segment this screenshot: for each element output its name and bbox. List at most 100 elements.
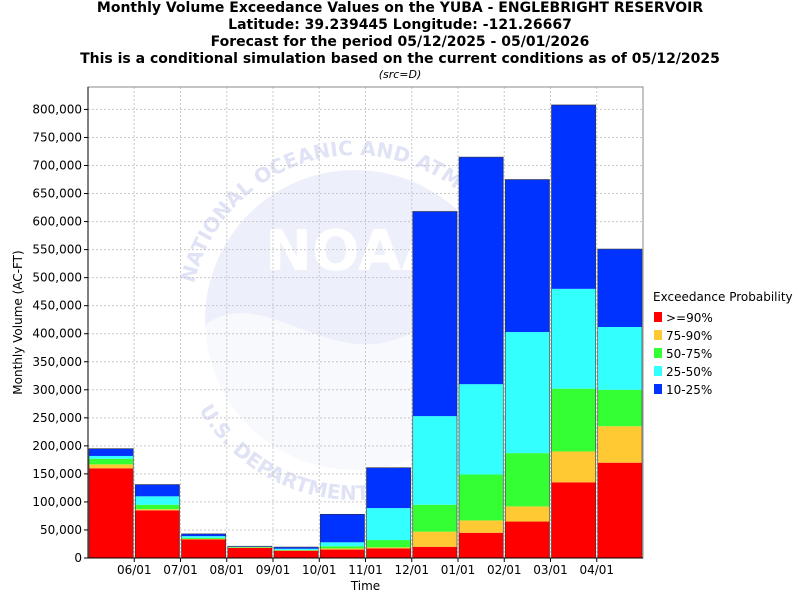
bar-segment-90-9	[505, 521, 550, 558]
y-tick-label: 650,000	[32, 187, 82, 201]
bar-segment-1025-6	[366, 467, 411, 509]
bar-segment-1025-9	[505, 179, 550, 333]
bar-segment-5075-3	[227, 547, 272, 548]
y-tick-label: 700,000	[32, 159, 82, 173]
x-tick-label: 01/01	[441, 563, 476, 577]
y-axis-label: Monthly Volume (AC-FT)	[11, 250, 25, 394]
bar-segment-5075-6	[366, 540, 411, 548]
bar-segment-2550-9	[505, 332, 550, 454]
bar-segment-5075-11	[597, 389, 642, 427]
bar-segment-7590-9	[505, 506, 550, 522]
legend-label-2: 50-75%	[666, 347, 712, 361]
bar-segment-2550-1	[135, 496, 180, 505]
chart-title-line2: Latitude: 39.239445 Longitude: -121.2666…	[228, 17, 572, 33]
bar-segment-5075-10	[551, 388, 596, 452]
x-axis-label: Time	[350, 579, 380, 593]
y-tick-label: 350,000	[32, 355, 82, 369]
bar-segment-90-3	[227, 547, 272, 558]
x-tick-label: 04/01	[579, 563, 614, 577]
bar-segment-2550-6	[366, 508, 411, 541]
legend-label-1: 75-90%	[666, 329, 712, 343]
legend-swatch-4	[654, 384, 662, 394]
bar-segment-90-7	[412, 546, 457, 558]
bar-segment-5075-1	[135, 504, 180, 510]
chart-titles: Monthly Volume Exceedance Values on the …	[0, 0, 800, 82]
legend-swatch-1	[654, 330, 662, 340]
bar-segment-2550-11	[597, 326, 642, 390]
chart-source-note: (src=D)	[378, 68, 422, 81]
bar-segment-5075-0	[89, 458, 134, 465]
bar-segment-2550-5	[320, 542, 365, 547]
y-tick-label: 300,000	[32, 383, 82, 397]
y-tick-label: 600,000	[32, 215, 82, 229]
bar-segment-1025-11	[597, 249, 642, 327]
bar-segment-7590-0	[89, 464, 134, 469]
bar-segment-2550-8	[459, 384, 504, 475]
bar-segment-5075-2	[181, 537, 226, 539]
legend-swatch-0	[654, 312, 662, 322]
bar-segment-1025-8	[459, 157, 504, 385]
x-tick-label: 06/01	[117, 563, 152, 577]
bar-segment-90-11	[597, 462, 642, 558]
x-tick-label: 10/01	[302, 563, 337, 577]
y-tick-label: 250,000	[32, 411, 82, 425]
axes: 0 50,000 100,000 150,000 200,000 250,000 300,0…	[32, 86, 644, 577]
bar-segment-7590-5	[320, 548, 365, 550]
bar-segment-5075-7	[412, 504, 457, 532]
bar-segment-90-2	[181, 539, 226, 558]
bar-segment-1025-5	[320, 514, 365, 543]
legend: Exceedance Probability >=90% 75-90% 50-75% 2…	[653, 290, 793, 397]
y-tick-label: 100,000	[32, 495, 82, 509]
bar-segment-7590-11	[597, 426, 642, 463]
x-tick-label: 07/01	[163, 563, 198, 577]
y-tick-label: 50,000	[40, 523, 82, 537]
bar-segment-90-0	[89, 468, 134, 558]
x-tick-label: 11/01	[348, 563, 383, 577]
bar-segment-1025-7	[412, 211, 457, 417]
bar-segment-5075-8	[459, 474, 504, 521]
y-tick-label: 400,000	[32, 327, 82, 341]
bar-segment-90-1	[135, 510, 180, 558]
y-tick-label: 800,000	[32, 102, 82, 116]
chart-title-line3: Forecast for the period 05/12/2025 - 05/…	[210, 34, 590, 50]
bar-segment-90-4	[274, 550, 319, 558]
bar-segment-90-6	[366, 548, 411, 558]
bar-segment-7590-10	[551, 451, 596, 483]
bar-segment-7590-2	[181, 538, 226, 540]
gridlines	[88, 87, 643, 558]
x-tick-label: 08/01	[209, 563, 244, 577]
y-tick-label: 500,000	[32, 271, 82, 285]
bar-segment-7590-6	[366, 547, 411, 549]
bar-stacks	[88, 104, 643, 559]
chart-title-line4: This is a conditional simulation based o…	[80, 51, 720, 67]
bar-segment-1025-2	[181, 533, 226, 537]
y-tick-label: 450,000	[32, 299, 82, 313]
bar-segment-90-5	[320, 549, 365, 558]
y-tick-label: 0	[74, 551, 82, 565]
bar-segment-7590-8	[459, 520, 504, 533]
x-tick-label: 02/01	[487, 563, 522, 577]
x-tick-label: 03/01	[533, 563, 568, 577]
legend-swatch-2	[654, 348, 662, 358]
bar-segment-7590-1	[135, 509, 180, 511]
bar-segment-90-10	[551, 482, 596, 558]
legend-swatch-3	[654, 366, 662, 376]
y-tick-label: 150,000	[32, 467, 82, 481]
bar-segment-5075-4	[274, 549, 319, 551]
bar-segment-7590-7	[412, 531, 457, 547]
chart-title-line1: Monthly Volume Exceedance Values on the …	[96, 0, 704, 16]
legend-title: Exceedance Probability	[653, 290, 793, 304]
x-tick-label: 09/01	[256, 563, 291, 577]
y-tick-label: 750,000	[32, 130, 82, 144]
legend-label-3: 25-50%	[666, 365, 712, 379]
x-tick-label: 12/01	[394, 563, 429, 577]
bar-segment-1025-10	[551, 104, 596, 289]
bar-segment-5075-5	[320, 546, 365, 549]
bar-segment-1025-4	[274, 547, 319, 549]
bar-segment-2550-0	[89, 455, 134, 459]
bar-segment-5075-9	[505, 453, 550, 507]
bar-segment-90-8	[459, 532, 504, 558]
bar-segment-2550-4	[274, 548, 319, 550]
bar-segment-2550-7	[412, 416, 457, 505]
